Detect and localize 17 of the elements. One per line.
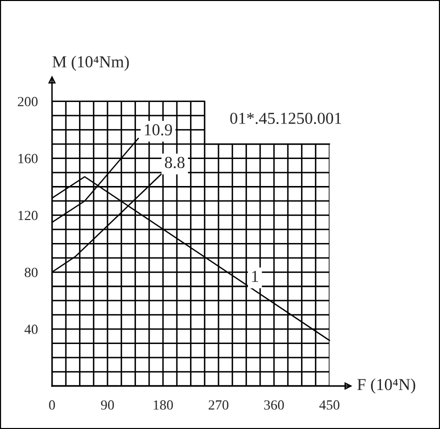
x-tick-label: 180 (154, 400, 173, 410)
y-axis-title: M (10⁴Nm) (52, 56, 129, 71)
y-tick-label: 80 (24, 268, 38, 278)
x-tick-label: 0 (49, 400, 55, 410)
x-tick-label: 360 (264, 400, 284, 410)
x-axis-title: F (10⁴N) (357, 378, 416, 394)
y-tick-label: 200 (18, 96, 38, 106)
annotation: 1 (252, 270, 258, 282)
x-tick-label: 270 (208, 400, 228, 410)
annotation: 10.9 (144, 124, 172, 136)
y-tick-label: 40 (24, 324, 38, 334)
y-tick-label: 120 (18, 210, 38, 220)
y-tick-label: 160 (18, 154, 38, 164)
x-tick-label: 450 (319, 400, 340, 410)
x-tick-label: 90 (101, 400, 114, 410)
annotation: 8.8 (164, 156, 184, 168)
annotation: 01*.45.1250.001 (230, 112, 342, 124)
